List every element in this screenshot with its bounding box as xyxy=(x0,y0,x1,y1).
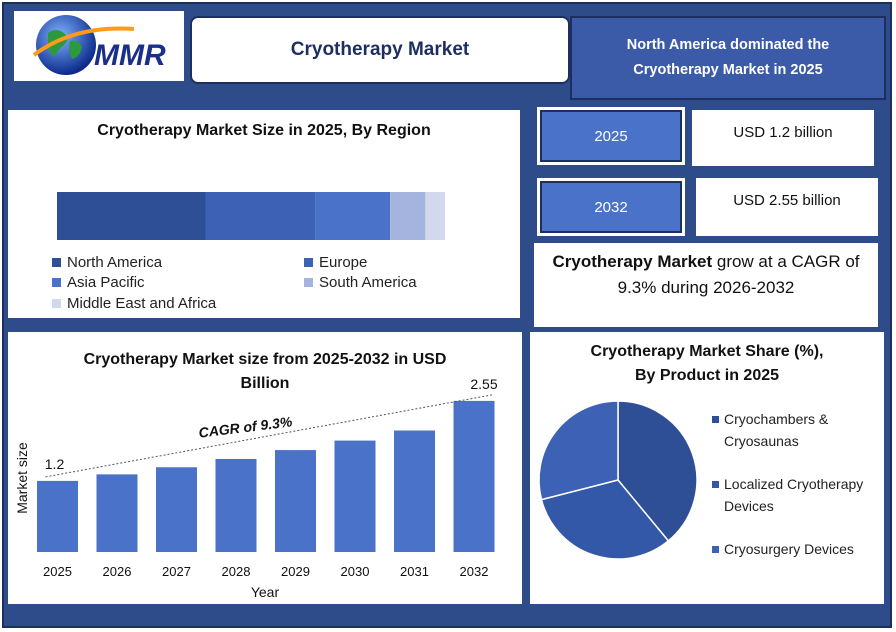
pie-legend-label-0: Cryochambers & xyxy=(724,411,829,427)
headline-banner: North America dominated the Cryotherapy … xyxy=(570,16,886,100)
region-chart-title: Cryotherapy Market Size in 2025, By Regi… xyxy=(97,122,431,139)
product-share-pie-chart: Cryotherapy Market Share (%), By Product … xyxy=(538,343,863,560)
region-segment-2 xyxy=(315,192,391,240)
bar-2032 xyxy=(453,400,495,552)
logo: MMR xyxy=(14,11,184,81)
pie-slice-1 xyxy=(540,479,670,560)
cagr-annotation: CAGR of 9.3% xyxy=(198,413,294,440)
value-2032-box: USD 2.55 billion xyxy=(696,178,878,236)
year-2025-box: 2025 xyxy=(537,107,685,165)
bar-2030 xyxy=(334,440,376,552)
pie-title-line2: By Product in 2025 xyxy=(635,367,779,384)
market-size-chart-panel: Cryotherapy Market size from 2025-2032 i… xyxy=(8,332,522,604)
legend-middle-east-africa: Middle East and Africa xyxy=(52,295,216,312)
region-chart-panel: Cryotherapy Market Size in 2025, By Regi… xyxy=(8,110,520,318)
x-tick-2032: 2032 xyxy=(460,564,489,579)
x-tick-2025: 2025 xyxy=(43,564,72,579)
cagr-summary: Cryotherapy Market grow at a CAGR of 9.3… xyxy=(534,243,878,327)
pie-legend-swatch-2 xyxy=(712,546,719,553)
pie-legend-label-1: Localized Cryotherapy xyxy=(724,476,863,492)
pie-legend-swatch-1 xyxy=(712,481,719,488)
y-axis-label: Market size xyxy=(14,442,30,514)
bar-2028 xyxy=(215,458,257,552)
region-segment-0 xyxy=(57,192,206,240)
x-axis-label: Year xyxy=(251,584,280,600)
x-tick-2027: 2027 xyxy=(162,564,191,579)
x-tick-2029: 2029 xyxy=(281,564,310,579)
bar-chart-title-line1: Cryotherapy Market size from 2025-2032 i… xyxy=(84,351,447,368)
product-share-chart-panel: Cryotherapy Market Share (%), By Product … xyxy=(530,332,884,604)
pie-title-line1: Cryotherapy Market Share (%), xyxy=(591,343,824,360)
region-segment-3 xyxy=(390,192,426,240)
legend-asia-pacific: Asia Pacific xyxy=(52,274,145,291)
region-segment-4 xyxy=(425,192,445,240)
year-2032-box: 2032 xyxy=(537,178,685,236)
globe-logo-icon: MMR xyxy=(32,15,166,75)
bar-2031 xyxy=(394,430,435,552)
data-label-last: 2.55 xyxy=(470,376,497,392)
pie-legend-swatch-0 xyxy=(712,416,719,423)
legend-south-america: South America xyxy=(304,274,417,291)
region-stacked-bar xyxy=(57,192,445,240)
region-segment-1 xyxy=(205,192,316,240)
pie-legend-label-1-b: Devices xyxy=(724,498,774,514)
pie-legend-label-2: Cryosurgery Devices xyxy=(724,541,854,557)
cagr-text: grow at a CAGR of 9.3% during 2026-2032 xyxy=(617,252,860,297)
market-size-bar-chart: Cryotherapy Market size from 2025-2032 i… xyxy=(14,351,498,600)
logo-text: MMR xyxy=(94,39,166,72)
data-label-first: 1.2 xyxy=(45,456,65,472)
pie-slice-2 xyxy=(538,400,619,501)
x-tick-2026: 2026 xyxy=(103,564,132,579)
x-tick-2031: 2031 xyxy=(400,564,429,579)
bar-2025 xyxy=(37,480,78,552)
pie-legend-label-0-b: Cryosaunas xyxy=(724,433,799,449)
bar-chart-title-line2: Billion xyxy=(241,375,290,392)
value-2025-box: USD 1.2 billion xyxy=(692,110,874,166)
cagr-subject: Cryotherapy Market xyxy=(552,252,713,271)
page-title: Cryotherapy Market xyxy=(190,16,570,84)
x-tick-2030: 2030 xyxy=(341,564,370,579)
x-tick-2028: 2028 xyxy=(222,564,251,579)
bar-2027 xyxy=(156,467,197,552)
bar-2026 xyxy=(96,474,138,552)
pie-slice-0 xyxy=(617,400,698,542)
bar-2029 xyxy=(275,450,316,552)
legend-europe: Europe xyxy=(304,254,367,271)
legend-north-america: North America xyxy=(52,254,162,271)
